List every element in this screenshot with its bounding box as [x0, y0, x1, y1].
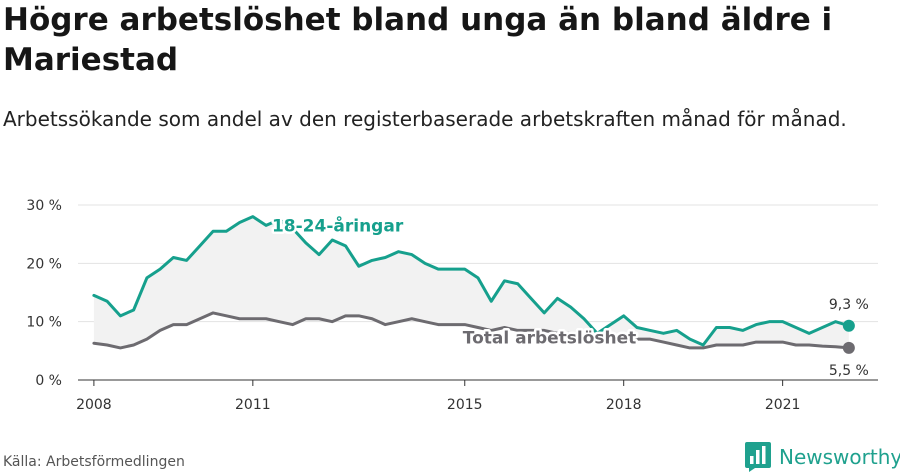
y-tick-label: 10 %: [26, 315, 62, 331]
chart-title: Högre arbetslöshet bland unga än bland ä…: [3, 2, 833, 78]
total-series-label: Total arbetslöshet: [463, 328, 637, 348]
y-tick-label: 0 %: [35, 373, 62, 389]
y-axis-ticks: 0 % 10 % 20 % 30 %: [26, 198, 62, 389]
total-line: [92, 311, 851, 350]
line-chart: 0 % 10 % 20 % 30 % 2008 2011 2015 2018 2021 18-…: [26, 198, 878, 413]
youth-series-label: 18-24-åringar: [272, 214, 404, 236]
x-axis-ticks: 2008 2011 2015 2018 2021: [76, 380, 800, 413]
x-tick-label: 2011: [235, 397, 271, 413]
brand-name: Newsworthy: [779, 445, 900, 469]
newsworthy-logo-icon: [745, 442, 771, 472]
x-tick-label: 2015: [447, 397, 483, 413]
total-end-point: [842, 341, 855, 354]
x-tick-label: 2018: [606, 397, 642, 413]
youth-line: [92, 215, 851, 347]
chart-subtitle: Arbetssökande som andel av den registerb…: [3, 107, 847, 131]
gap-area: [93, 216, 849, 348]
x-tick-label: 2008: [76, 397, 112, 413]
y-tick-label: 30 %: [26, 198, 62, 214]
x-tick-label: 2021: [765, 397, 801, 413]
youth-end-point: [842, 319, 855, 332]
y-tick-label: 20 %: [26, 256, 62, 272]
source-note: Källa: Arbetsförmedlingen: [3, 454, 185, 470]
brand: Newsworthy: [745, 442, 900, 472]
series-labels: 18-24-åringar Total arbetslöshet 9,3 % 5,5 …: [269, 212, 869, 379]
total-end-label: 5,5 %: [829, 363, 869, 379]
series-lines: [92, 215, 855, 354]
youth-end-label: 9,3 %: [829, 297, 869, 313]
